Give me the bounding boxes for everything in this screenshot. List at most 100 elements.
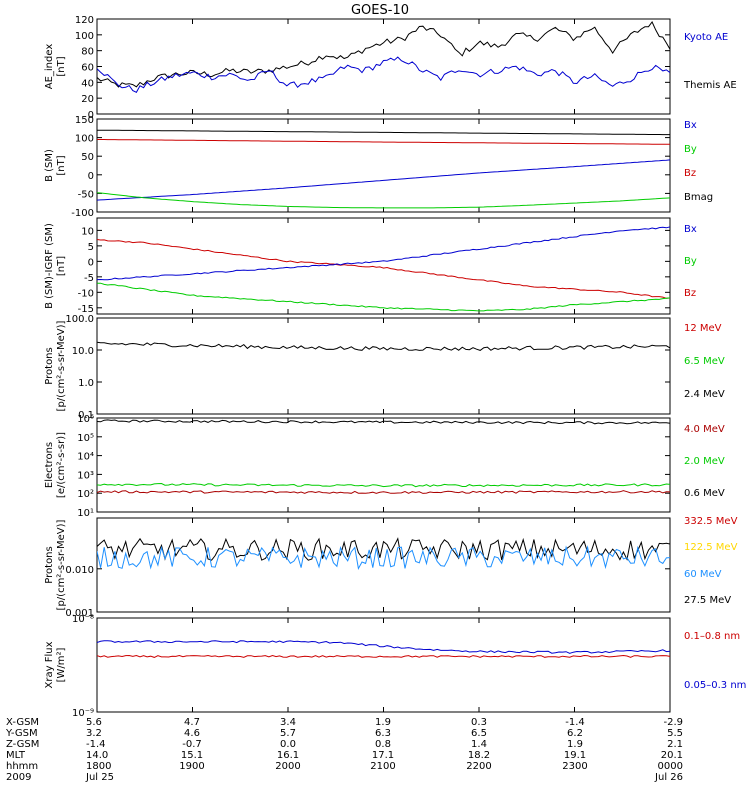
panel-ae: 0 20 40 60 80 100 120 AE_index [nT] Kyoto AE Themi… xyxy=(44,15,737,121)
ephemeris-table: X-GSMY-GSMZ-GSMMLThhmm20095.63.2-1.414.0… xyxy=(5,717,683,783)
series-line-2-4-mev xyxy=(97,341,670,351)
y-tick-label: 10.0 xyxy=(72,346,94,357)
legend-entry: 2.0 MeV xyxy=(684,456,725,467)
ephemeris-value: 0.3 xyxy=(471,717,487,728)
y-tick-label: 0 xyxy=(88,257,94,268)
ephemeris-row-label: Z-GSM xyxy=(6,739,39,750)
legend-entry: Kyoto AE xyxy=(684,32,728,43)
legend-entry: 12 MeV xyxy=(684,323,722,334)
y-axis-label: Xray Flux xyxy=(44,641,55,688)
y-tick-label: -5 xyxy=(84,273,94,284)
y-axis-label: B (SM) xyxy=(44,149,55,182)
panel-frame xyxy=(96,317,671,415)
series-line-27-5-mev xyxy=(97,537,670,561)
y-tick-label: 5 xyxy=(88,242,94,253)
series-line-by xyxy=(97,192,670,209)
ephemeris-value: 6.5 xyxy=(471,728,487,739)
ephemeris-value: 5.7 xyxy=(280,728,296,739)
ephemeris-value: 0.8 xyxy=(375,739,391,750)
ephemeris-value: 15.1 xyxy=(181,750,203,761)
ephemeris-value: -0.7 xyxy=(182,739,202,750)
y-axis-unit: [W/m²] xyxy=(56,647,67,682)
y-axis-unit: [nT] xyxy=(56,256,67,276)
legend-entry: 6.5 MeV xyxy=(684,356,725,367)
series-line-60-mev xyxy=(97,545,670,570)
ephemeris-value: 2000 xyxy=(275,761,300,772)
legend-entry: 27.5 MeV xyxy=(684,595,731,606)
legend-entry: 2.4 MeV xyxy=(684,389,725,400)
panel-protons_high: 0.001 0.010 Protons [p/(cm²-s-sr-MeV)] 332.5… xyxy=(44,516,738,619)
y-axis-label: B (SM)-IGRF (SM) xyxy=(44,223,55,309)
y-axis-label: Protons xyxy=(44,546,55,583)
y-tick-label: 50 xyxy=(81,152,94,163)
ephemeris-value: 19.1 xyxy=(564,750,586,761)
ephemeris-row-label: Y-GSM xyxy=(5,728,38,739)
series-line-4-0-mev xyxy=(97,490,670,494)
legend-entry: 0.05–0.3 nm xyxy=(684,680,746,691)
ephemeris-value: -1.4 xyxy=(86,739,106,750)
legend-entry: By xyxy=(684,256,697,267)
y-tick-label: 10³ xyxy=(77,470,94,481)
legend-entry: Bmag xyxy=(684,192,713,203)
y-axis-label: Protons xyxy=(44,347,55,384)
ephemeris-value: 5.5 xyxy=(667,728,683,739)
panel-protons_low: 0.1 1.0 10.0 100.0 Protons [p/(cm²-s-sr-MeV)]… xyxy=(44,314,725,421)
ephemeris-row-label: hhmm xyxy=(6,761,38,772)
panel-bsm: -100 -50 0 50 100 150 B (SM) [nT] Bx By Bz Bmag xyxy=(44,115,713,219)
series-line-bx xyxy=(97,226,670,281)
ephemeris-value: -2.9 xyxy=(663,717,683,728)
ephemeris-value: 20.1 xyxy=(661,750,683,761)
y-tick-label: 10² xyxy=(77,489,94,500)
panel-frame xyxy=(96,217,671,315)
series-line-kyoto-ae xyxy=(97,21,670,88)
ephemeris-row-label: 2009 xyxy=(6,772,31,783)
legend-entry: 0.1–0.8 nm xyxy=(684,631,740,642)
y-axis-unit: [p/(cm²-s-sr-MeV)] xyxy=(56,320,67,411)
panel-xray: 10⁻⁹ 10⁻⁸ Xray Flux [W/m²] 0.1–0.8 nm 0.05–0.… xyxy=(44,614,746,719)
series-line-bz xyxy=(97,239,670,299)
ephemeris-value: -1.4 xyxy=(565,717,585,728)
y-tick-label: 1.0 xyxy=(78,378,94,389)
y-axis-unit: [nT] xyxy=(56,56,67,76)
ephemeris-value: 17.1 xyxy=(372,750,394,761)
y-tick-label: -10 xyxy=(78,288,94,299)
ephemeris-value: 4.6 xyxy=(184,728,200,739)
ephemeris-value: 5.6 xyxy=(86,717,102,728)
legend-entry: Bz xyxy=(684,168,696,179)
series-line-bz xyxy=(97,139,670,145)
series-line-0-6-mev xyxy=(97,419,670,425)
ephemeris-value: 6.3 xyxy=(375,728,391,739)
y-tick-label: 10 xyxy=(81,226,94,237)
legend-entry: Themis AE xyxy=(683,80,737,91)
series-line-by xyxy=(97,282,670,312)
ephemeris-value: 18.2 xyxy=(468,750,490,761)
ephemeris-value: 6.2 xyxy=(567,728,583,739)
y-tick-label: 20 xyxy=(81,94,94,105)
y-tick-label: 40 xyxy=(81,78,94,89)
y-axis-unit: [e/(cm²-s-sr)] xyxy=(56,432,67,498)
y-tick-label: 100 xyxy=(75,134,94,145)
ephemeris-value: 1.4 xyxy=(471,739,487,750)
legend-entry: 332.5 MeV xyxy=(684,516,738,527)
ephemeris-value: 16.1 xyxy=(277,750,299,761)
legend-entry: 4.0 MeV xyxy=(684,424,725,435)
ephemeris-value: 4.7 xyxy=(184,717,200,728)
y-tick-label: 150 xyxy=(75,115,94,126)
chart-title: GOES-10 xyxy=(351,3,409,18)
legend-entry: Bx xyxy=(684,224,697,235)
ephemeris-value: Jul 25 xyxy=(85,772,114,783)
y-tick-label: 100.0 xyxy=(65,314,94,325)
ephemeris-value: 2200 xyxy=(466,761,491,772)
y-tick-label: 80 xyxy=(81,47,94,58)
panel-frame xyxy=(96,617,671,713)
y-tick-label: 100 xyxy=(75,31,94,42)
y-tick-label: 10⁻⁹ xyxy=(72,708,94,719)
panel-frame xyxy=(96,417,671,513)
panel-frame xyxy=(96,18,671,115)
ephemeris-value: 1900 xyxy=(179,761,204,772)
series-line-themis-ae xyxy=(97,56,670,93)
series-line-0-1-0-8-nm xyxy=(97,654,670,658)
ephemeris-value: 0.0 xyxy=(280,739,296,750)
panel-bsmigrf: -15 -10 -5 0 5 10 B (SM)-IGRF (SM) [nT] Bx By Bz xyxy=(44,217,697,315)
